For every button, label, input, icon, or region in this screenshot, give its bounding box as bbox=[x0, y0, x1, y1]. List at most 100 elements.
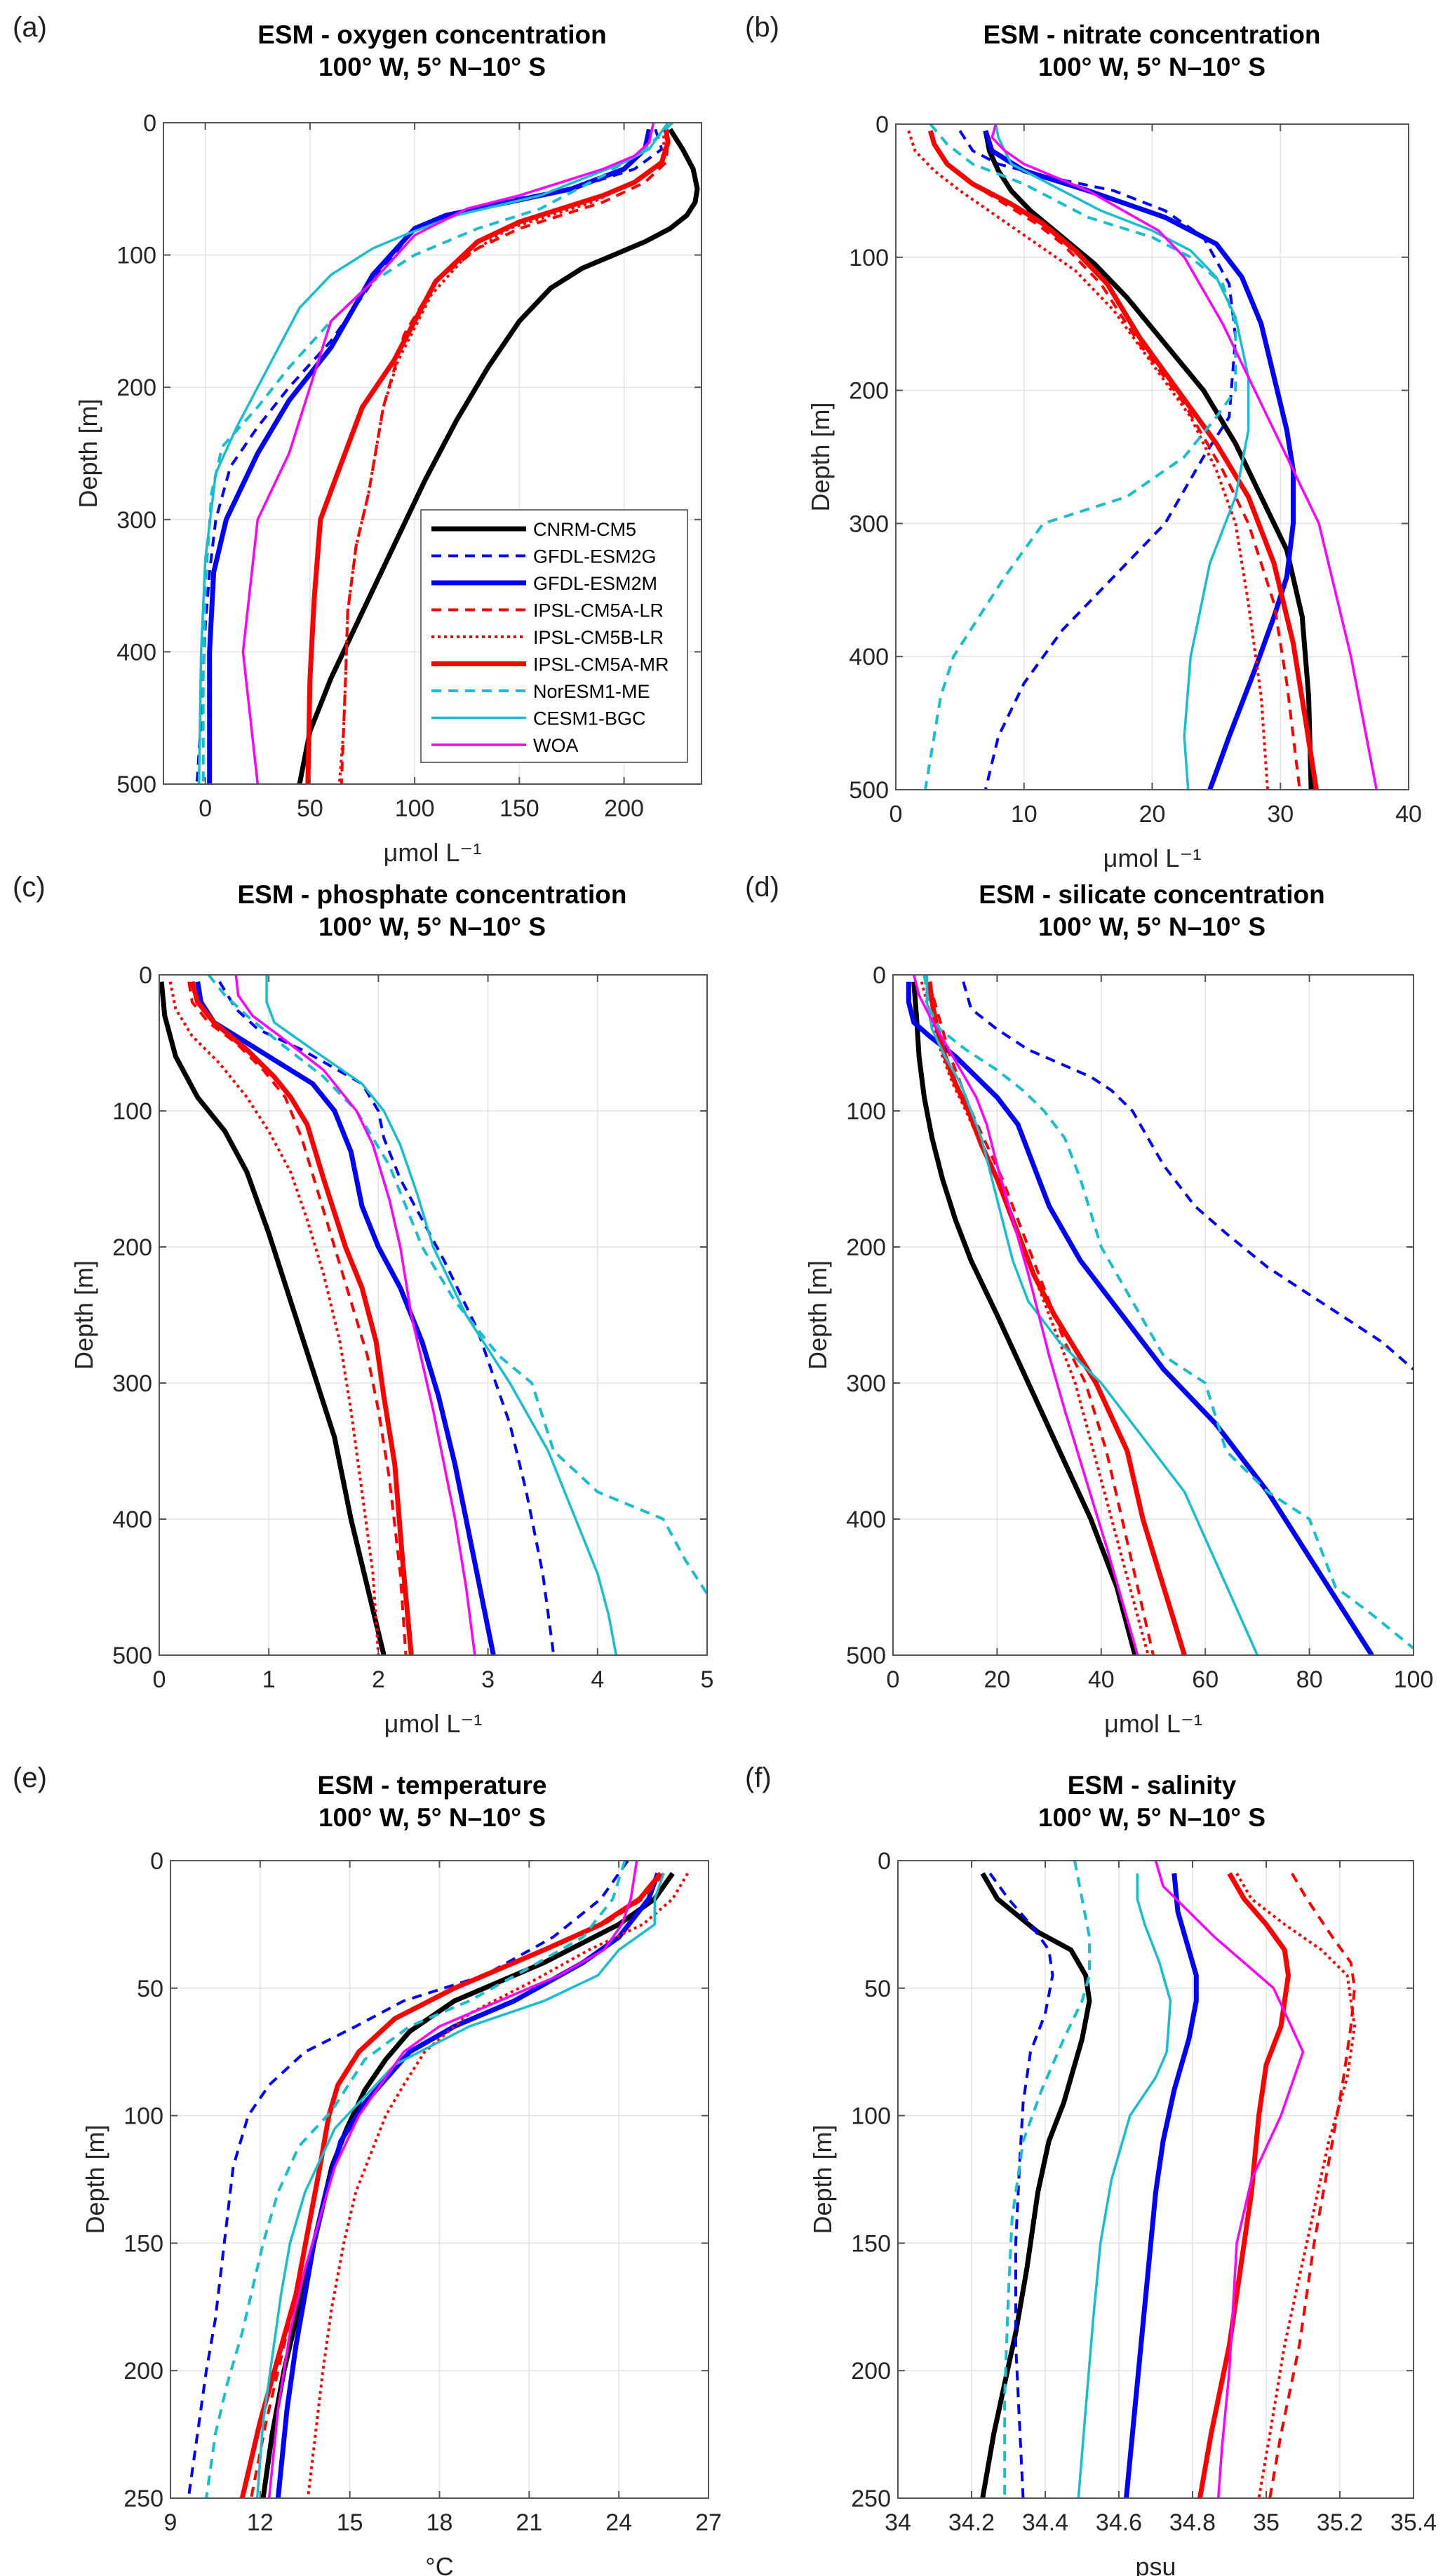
y-tick-label: 200 bbox=[116, 375, 156, 401]
panel-label: (f) bbox=[745, 1762, 772, 1793]
series-line-cnrm-cm5 bbox=[260, 1872, 675, 2498]
panel-label: (a) bbox=[13, 12, 47, 43]
chart-panel--b-: (b) ESM - nitrate concentration 100° W, 5°… bbox=[745, 12, 1422, 872]
x-axis-label: μmol L⁻¹ bbox=[384, 1709, 483, 1738]
chart-title: ESM - oxygen concentration bbox=[257, 20, 607, 49]
x-tick-label: 15 bbox=[337, 2509, 363, 2536]
y-tick-label: 200 bbox=[846, 1234, 886, 1261]
x-tick-label: 34 bbox=[885, 2509, 911, 2536]
series-line-ipsl-cm5a-mr bbox=[239, 1871, 663, 2498]
series-line-cesm1-bgc bbox=[197, 123, 669, 784]
y-tick-label: 100 bbox=[112, 1098, 152, 1125]
series-line-ipsl-cm5b-lr bbox=[168, 981, 380, 1655]
legend-label-gfdl-esm2g: GFDL-ESM2G bbox=[533, 546, 657, 567]
x-tick-label: 12 bbox=[247, 2509, 274, 2536]
series-line-ipsl-cm5b-lr bbox=[1235, 1873, 1356, 2498]
x-tick-label: 200 bbox=[604, 795, 644, 822]
x-tick-label: 21 bbox=[516, 2509, 542, 2536]
series-line-gfdl-esm2m bbox=[195, 981, 496, 1655]
chart-panel--a-: (a) ESM - oxygen concentration 100° W, 5° … bbox=[13, 12, 702, 867]
axes-box bbox=[163, 122, 702, 785]
series-line-ipsl-cm5b-lr bbox=[907, 130, 1269, 790]
series-line-ipsl-cm5a-lr bbox=[1268, 1873, 1356, 2498]
x-tick-label: 40 bbox=[1395, 801, 1422, 828]
y-tick-label: 0 bbox=[873, 962, 886, 989]
series-group bbox=[980, 1861, 1356, 2498]
x-tick-label: 0 bbox=[890, 801, 903, 828]
y-tick-label: 100 bbox=[851, 2103, 891, 2130]
series-line-cesm1-bgc bbox=[994, 124, 1250, 790]
chart-panel--e-: (e) ESM - temperature 100° W, 5° N–10° S 9 1… bbox=[13, 1762, 722, 2576]
y-tick-label: 300 bbox=[849, 511, 889, 537]
legend-label-gfdl-esm2m: GFDL-ESM2M bbox=[533, 573, 657, 594]
series-line-gfdl-esm2m bbox=[1124, 1873, 1199, 2498]
x-tick-label: 10 bbox=[1011, 801, 1038, 828]
x-tick-label: 2 bbox=[372, 1666, 385, 1693]
series-line-ipsl-cm5a-lr bbox=[187, 981, 408, 1655]
panel-label: (b) bbox=[745, 12, 779, 43]
y-tick-label: 100 bbox=[123, 2103, 163, 2130]
series-group bbox=[907, 124, 1378, 790]
panel-label: (c) bbox=[13, 872, 46, 903]
chart-title: ESM - nitrate concentration bbox=[983, 20, 1320, 49]
series-line-gfdl-esm2g bbox=[218, 980, 556, 1655]
y-tick-label: 400 bbox=[116, 639, 156, 666]
y-tick-label: 500 bbox=[112, 1643, 152, 1669]
y-tick-label: 400 bbox=[846, 1506, 886, 1533]
y-tick-label: 150 bbox=[123, 2230, 163, 2257]
series-line-noresm1-me bbox=[205, 1861, 626, 2498]
x-axis-label: °C bbox=[425, 2552, 453, 2576]
series-group bbox=[906, 975, 1414, 1655]
x-tick-label: 24 bbox=[605, 2509, 632, 2536]
series-line-cnrm-cm5 bbox=[983, 130, 1314, 790]
series-line-cesm1-bgc bbox=[925, 975, 1258, 1655]
y-axis-label: Depth [m] bbox=[69, 1260, 98, 1370]
y-tick-label: 500 bbox=[116, 771, 156, 798]
x-tick-label: 0 bbox=[153, 1666, 166, 1693]
x-tick-label: 20 bbox=[984, 1666, 1010, 1693]
y-tick-label: 0 bbox=[139, 962, 152, 989]
series-line-cesm1-bgc bbox=[265, 975, 618, 1655]
series-line-gfdl-esm2g bbox=[195, 128, 664, 784]
y-axis-label: Depth [m] bbox=[81, 2124, 109, 2234]
chart-title: ESM - temperature bbox=[318, 1771, 547, 1800]
x-tick-label: 100 bbox=[1394, 1666, 1434, 1693]
x-tick-label: 5 bbox=[701, 1666, 714, 1693]
series-line-gfdl-esm2m bbox=[207, 128, 652, 784]
x-tick-label: 3 bbox=[481, 1666, 495, 1693]
series-line-gfdl-esm2m bbox=[906, 981, 1374, 1655]
series-line-cnrm-cm5 bbox=[911, 981, 1138, 1655]
series-line-ipsl-cm5a-mr bbox=[927, 130, 1319, 790]
y-tick-label: 200 bbox=[849, 378, 889, 405]
legend-label-ipsl-cm5a-lr: IPSL-CM5A-LR bbox=[533, 600, 664, 621]
chart-title: ESM - salinity bbox=[1068, 1771, 1237, 1800]
y-tick-label: 200 bbox=[112, 1234, 152, 1261]
series-line-cnrm-cm5 bbox=[980, 1872, 1092, 2498]
x-tick-label: 34.6 bbox=[1096, 2509, 1142, 2536]
x-tick-label: 35.2 bbox=[1317, 2509, 1363, 2536]
series-group bbox=[195, 123, 700, 784]
y-tick-label: 0 bbox=[143, 110, 156, 137]
x-tick-label: 34.2 bbox=[948, 2509, 995, 2536]
y-tick-label: 150 bbox=[851, 2230, 891, 2257]
x-tick-label: 80 bbox=[1296, 1666, 1323, 1693]
y-axis-label: Depth [m] bbox=[806, 402, 835, 511]
x-tick-label: 150 bbox=[499, 795, 539, 822]
series-line-gfdl-esm2g bbox=[958, 130, 1237, 790]
series-group bbox=[187, 1861, 689, 2498]
x-tick-label: 0 bbox=[199, 795, 212, 822]
series-line-ipsl-cm5a-mr bbox=[1197, 1872, 1291, 2498]
x-tick-label: 50 bbox=[297, 795, 323, 822]
series-line-cesm1-bgc bbox=[1077, 1873, 1172, 2498]
series-line-noresm1-me bbox=[1003, 1861, 1091, 2498]
y-tick-label: 50 bbox=[864, 1976, 891, 2002]
x-tick-label: 27 bbox=[695, 2509, 722, 2536]
y-tick-label: 400 bbox=[112, 1506, 152, 1533]
panel-label: (d) bbox=[745, 872, 779, 903]
series-line-gfdl-esm2g bbox=[187, 1861, 629, 2498]
x-axis-label: psu bbox=[1135, 2552, 1176, 2576]
x-axis-label: μmol L⁻¹ bbox=[1104, 1709, 1202, 1738]
series-line-woa bbox=[234, 975, 476, 1655]
series-line-ipsl-cm5b-lr bbox=[920, 981, 1150, 1655]
